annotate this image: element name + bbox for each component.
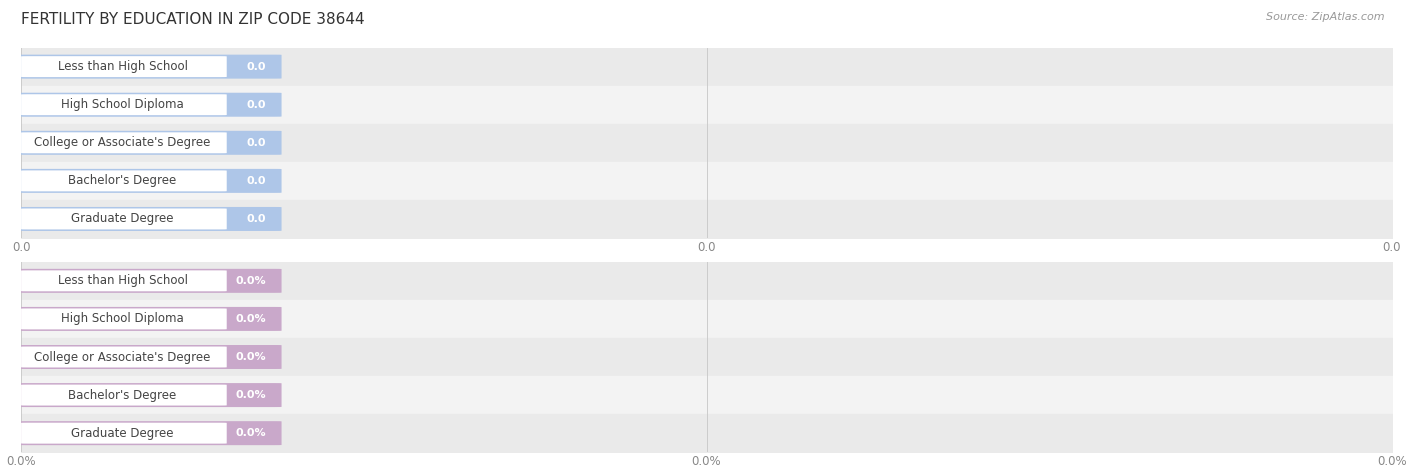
FancyBboxPatch shape [21,208,226,229]
FancyBboxPatch shape [21,423,226,444]
FancyBboxPatch shape [18,269,281,293]
FancyBboxPatch shape [21,385,226,406]
FancyBboxPatch shape [18,383,281,407]
FancyBboxPatch shape [18,345,281,369]
Text: Graduate Degree: Graduate Degree [72,212,174,226]
FancyBboxPatch shape [18,131,281,155]
Text: High School Diploma: High School Diploma [60,312,184,326]
FancyBboxPatch shape [18,93,281,117]
Text: High School Diploma: High School Diploma [60,98,184,111]
Text: 0.0: 0.0 [247,176,267,186]
Text: Source: ZipAtlas.com: Source: ZipAtlas.com [1267,12,1385,22]
Text: 0.0%: 0.0% [236,352,267,362]
Text: 0.0%: 0.0% [236,276,267,286]
Text: 0.0%: 0.0% [236,314,267,324]
Text: Bachelor's Degree: Bachelor's Degree [69,388,177,402]
Text: 0.0: 0.0 [247,99,267,110]
Text: Less than High School: Less than High School [58,60,187,73]
FancyBboxPatch shape [21,170,226,191]
FancyBboxPatch shape [18,169,281,193]
FancyBboxPatch shape [18,207,281,231]
FancyBboxPatch shape [21,132,226,153]
Text: 0.0: 0.0 [247,214,267,224]
FancyBboxPatch shape [21,94,226,115]
FancyBboxPatch shape [21,347,226,367]
FancyBboxPatch shape [18,421,281,445]
Text: 0.0: 0.0 [247,61,267,72]
FancyBboxPatch shape [21,56,226,77]
Text: FERTILITY BY EDUCATION IN ZIP CODE 38644: FERTILITY BY EDUCATION IN ZIP CODE 38644 [21,12,364,27]
Text: Less than High School: Less than High School [58,274,187,288]
Text: Graduate Degree: Graduate Degree [72,426,174,440]
FancyBboxPatch shape [21,270,226,291]
Text: College or Associate's Degree: College or Associate's Degree [34,350,211,364]
FancyBboxPatch shape [18,307,281,331]
FancyBboxPatch shape [21,308,226,329]
Text: 0.0: 0.0 [247,138,267,148]
Text: 0.0%: 0.0% [236,390,267,400]
Text: 0.0%: 0.0% [236,428,267,438]
FancyBboxPatch shape [18,55,281,79]
Text: Bachelor's Degree: Bachelor's Degree [69,174,177,188]
Text: College or Associate's Degree: College or Associate's Degree [34,136,211,149]
